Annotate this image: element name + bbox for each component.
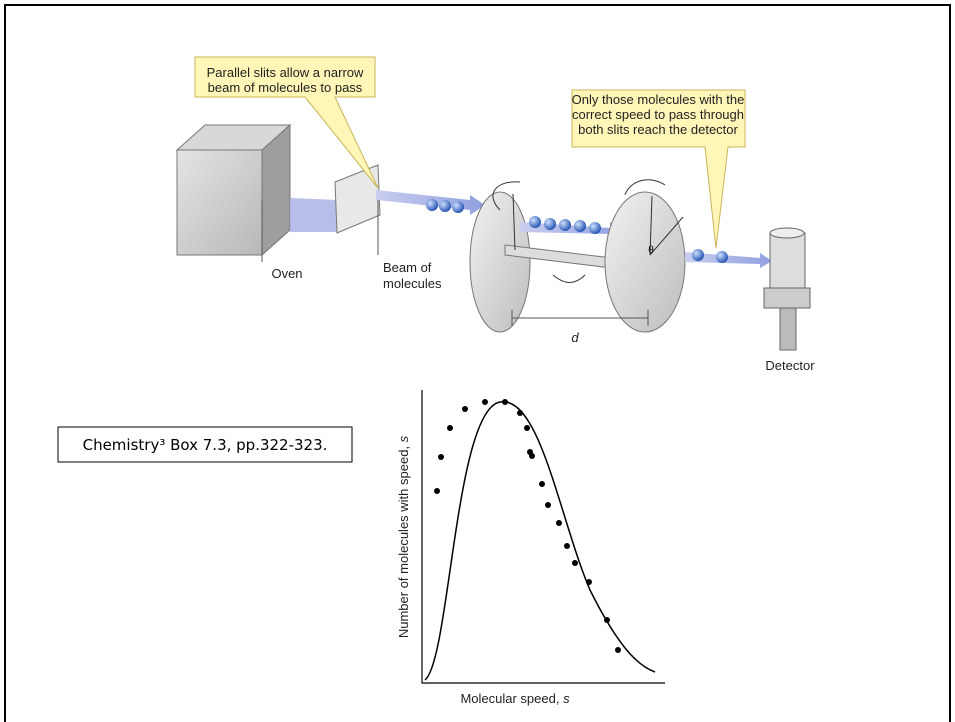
- y-axis-text: Number of molecules with speed,: [396, 446, 411, 638]
- graph: [421, 390, 665, 684]
- callout-text: both slits reach the detector: [578, 122, 738, 137]
- callout-text: Parallel slits allow a narrow: [207, 65, 364, 80]
- molecule: [692, 249, 704, 261]
- callout-text: correct speed to pass through: [572, 107, 744, 122]
- x-axis-variable: s: [563, 691, 570, 706]
- molecules: [426, 199, 464, 213]
- slide-frame: [4, 4, 951, 722]
- molecule: [716, 251, 728, 263]
- callout: [194, 56, 379, 189]
- citation: Chemistry³ Box 7.3, pp.322-323.: [83, 436, 328, 454]
- beam-label: Beam of: [383, 260, 432, 275]
- slit-plate: [334, 164, 381, 234]
- detector: [763, 227, 811, 351]
- beam-label: molecules: [383, 276, 442, 291]
- oven-cube: [175, 123, 292, 257]
- beam-arrow: [685, 252, 772, 268]
- callout-text: beam of molecules to pass: [208, 80, 363, 95]
- y-axis-variable: s: [396, 435, 411, 442]
- distance-label: d: [571, 330, 579, 345]
- x-axis-label: Molecular speed, s: [460, 691, 570, 706]
- callout-text: Only those molecules with the: [572, 92, 745, 107]
- callout: [571, 89, 746, 249]
- citation-box: [57, 426, 353, 463]
- y-axis-label: Number of molecules with speed, s: [396, 435, 411, 638]
- dimension-line: [511, 310, 649, 326]
- x-axis-text: Molecular speed,: [460, 691, 559, 706]
- rotor: [469, 179, 686, 333]
- oven-label: Oven: [271, 266, 302, 281]
- angle-label: θ: [648, 245, 654, 256]
- detector-label: Detector: [765, 358, 815, 373]
- beam: [290, 198, 340, 232]
